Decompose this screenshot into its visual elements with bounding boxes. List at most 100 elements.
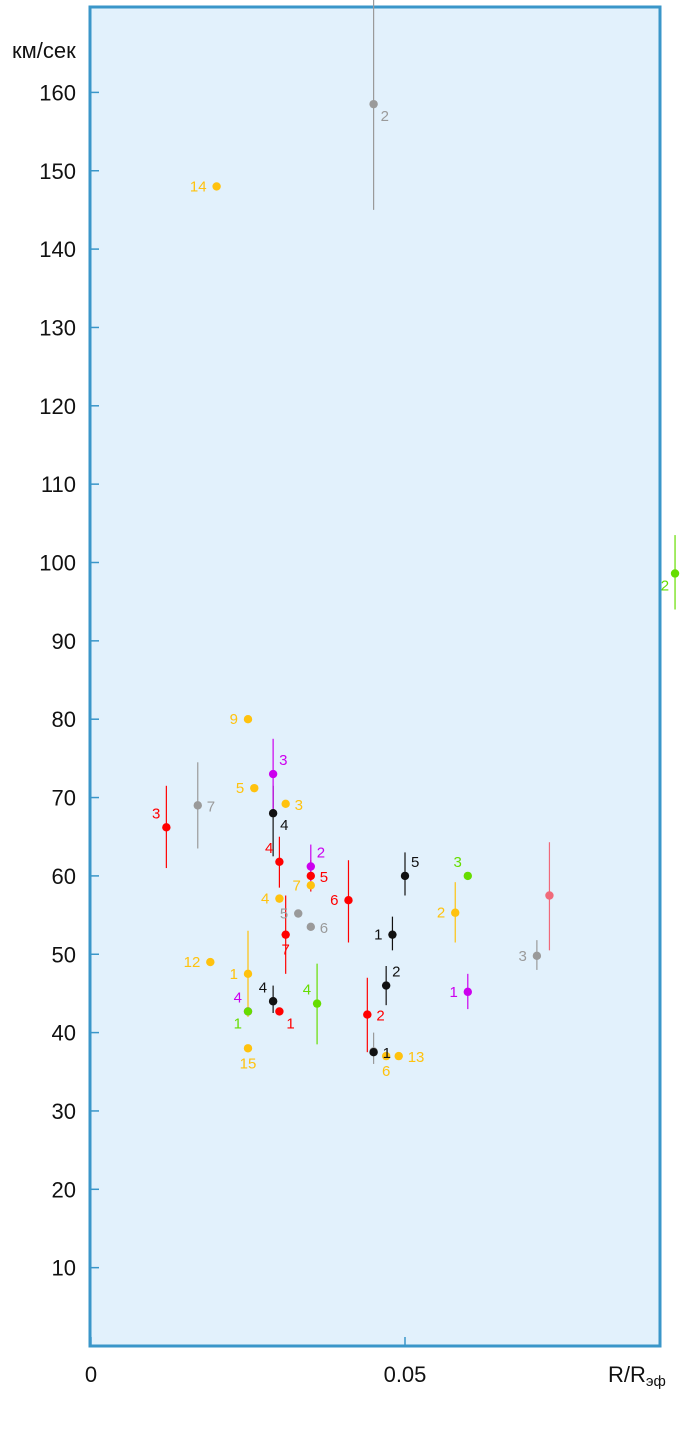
data-point: [306, 862, 315, 871]
data-point: [400, 871, 410, 881]
point-label: 3: [453, 854, 461, 871]
point-label: 3: [519, 948, 527, 965]
point-label: 4: [265, 840, 273, 857]
y-tick-label: 130: [39, 315, 76, 340]
data-point: [306, 922, 315, 932]
point-label: 6: [330, 892, 338, 909]
point-label: 12: [184, 954, 201, 971]
x-axis-label-main: R/R: [608, 1362, 646, 1387]
point-label: 1: [234, 1015, 242, 1032]
y-tick-label: 140: [39, 237, 76, 262]
data-point: [162, 823, 171, 832]
data-point: [212, 182, 221, 191]
data-point: [532, 951, 542, 961]
data-point: [381, 1051, 391, 1061]
y-tick-label: 110: [41, 472, 76, 497]
data-point: [388, 930, 397, 939]
data-point: [394, 1051, 403, 1061]
y-axis-label: км/сек: [12, 38, 76, 63]
point-label: 7: [292, 877, 300, 894]
point-label: 4: [261, 891, 269, 908]
data-point: [281, 799, 290, 809]
point-label: 13: [408, 1049, 425, 1066]
data-point: [281, 930, 290, 939]
data-point: [670, 569, 680, 578]
point-label: 2: [376, 1008, 384, 1025]
point-label: 15: [240, 1055, 257, 1072]
y-tick-label: 60: [52, 864, 76, 889]
data-point: [206, 957, 215, 967]
point-label: 7: [207, 798, 215, 815]
data-point: [275, 1007, 284, 1016]
point-label: 4: [234, 989, 242, 1006]
data-point: [268, 809, 278, 818]
point-label: 2: [661, 577, 669, 594]
y-tick-label: 90: [52, 629, 76, 654]
point-label: 14: [190, 178, 207, 195]
data-point: [243, 1044, 253, 1053]
y-tick-label: 80: [52, 707, 76, 732]
y-tick-label: 30: [52, 1099, 76, 1124]
y-tick-label: 150: [39, 159, 76, 184]
point-label: 2: [381, 108, 389, 125]
point-label: 6: [320, 920, 328, 937]
point-label: 1: [449, 984, 457, 1001]
data-point: [312, 999, 322, 1008]
data-point: [275, 857, 284, 866]
point-label: 1: [286, 1015, 294, 1032]
point-label: 4: [259, 979, 267, 996]
data-point: [381, 981, 391, 990]
data-point: [306, 881, 315, 890]
data-point: [463, 987, 472, 997]
y-tick-label: 160: [39, 80, 76, 105]
data-point: [344, 895, 353, 905]
data-point: [294, 909, 303, 918]
data-points: [162, 99, 680, 1061]
point-label: 3: [279, 752, 287, 769]
data-point: [268, 769, 278, 779]
point-label: 5: [411, 854, 419, 871]
y-tick-label: 120: [39, 394, 76, 419]
data-point: [275, 894, 284, 903]
point-label: 5: [280, 906, 288, 923]
data-point: [306, 871, 315, 881]
y-tick-label: 40: [52, 1021, 76, 1046]
point-label: 1: [374, 927, 382, 944]
point-label: 3: [295, 797, 303, 814]
point-label: 2: [317, 844, 325, 861]
data-point: [250, 783, 259, 793]
point-label: 1: [383, 1045, 391, 1062]
y-tick-label: 10: [52, 1256, 76, 1281]
point-label: 5: [236, 780, 244, 797]
data-point: [243, 969, 253, 979]
point-label: 5: [320, 869, 328, 886]
y-tick-label: 100: [39, 551, 76, 576]
point-label: 2: [437, 905, 445, 922]
y-tick-label: 70: [52, 786, 76, 811]
x-axis-label: R/Rэф: [608, 1362, 666, 1390]
data-point: [451, 908, 460, 917]
data-point: [369, 99, 378, 109]
data-point: [193, 801, 202, 810]
x-axis-label-sub: эф: [646, 1373, 666, 1390]
x-tick-label: 0: [85, 1362, 97, 1387]
data-point: [363, 1010, 372, 1019]
plot-area: [88, 5, 662, 1348]
axis-ticks: 1020304050607080901001101201301401501600…: [39, 80, 427, 1387]
y-tick-label: 50: [52, 942, 76, 967]
point-label: 4: [280, 817, 288, 834]
point-label: 6: [382, 1063, 390, 1080]
point-label: 2: [392, 964, 400, 981]
data-point: [545, 891, 554, 900]
point-label: 7: [282, 942, 290, 959]
data-point: [369, 1047, 378, 1057]
data-point: [243, 715, 253, 724]
data-point: [268, 997, 278, 1006]
point-label: 3: [152, 805, 160, 822]
point-label: 9: [230, 711, 238, 728]
x-tick-label: 0.05: [384, 1362, 427, 1387]
point-label: 4: [303, 982, 311, 999]
point-label: 1: [230, 966, 238, 983]
point-labels: 1495347212115613101182756345124134567213…: [152, 108, 669, 1080]
